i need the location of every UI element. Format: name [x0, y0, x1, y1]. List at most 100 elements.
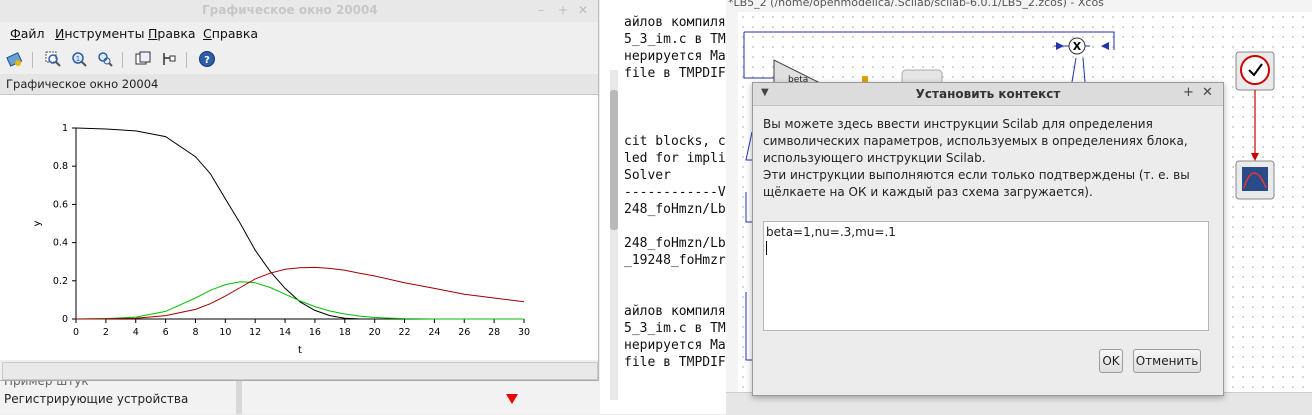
console-line — [624, 286, 726, 303]
x-tick-label: 24 — [428, 327, 440, 338]
console-line — [624, 99, 726, 116]
uicontrol-icon[interactable] — [160, 50, 178, 68]
scope-block[interactable] — [1235, 160, 1275, 200]
svg-text:X: X — [1073, 40, 1082, 53]
cancel-button[interactable]: Отменить — [1133, 349, 1201, 373]
console-line: 248_foHmzn/Lb — [624, 202, 726, 217]
console-line: Solver — [624, 168, 671, 183]
diagram-link-arrows — [1056, 42, 1109, 50]
close-icon[interactable]: ✕ — [1202, 85, 1213, 100]
console-line: ------------V — [624, 185, 726, 200]
graphic-tab-label: Графическое окно 20004 — [6, 77, 159, 91]
console-line: нерируется Ma — [624, 49, 726, 64]
panel-divider[interactable] — [236, 380, 242, 414]
description-line: Вы можете здесь ввести инструкции Scilab… — [763, 117, 1153, 131]
help-icon[interactable]: ? — [198, 50, 216, 68]
browser-item-registering[interactable]: Регистрирующие устройства — [4, 392, 189, 406]
text-cursor — [766, 241, 767, 255]
x-tick-label: 6 — [163, 327, 169, 338]
console-line: 5_3_im.c в TM — [624, 32, 726, 47]
series-line-0 — [75, 127, 524, 320]
y-tick-label: 0.2 — [53, 276, 68, 287]
y-axis-label: y — [32, 220, 43, 226]
y-tick-label: 0.6 — [53, 199, 68, 210]
console-line: нерируется Ma — [624, 338, 726, 353]
x-tick-label: 28 — [488, 327, 500, 338]
clock-icon — [1248, 63, 1263, 77]
toolbar-separator — [32, 52, 33, 68]
context-text-area[interactable]: beta=1,nu=.3,mu=.1 — [763, 221, 1209, 331]
x-tick-label: 16 — [309, 327, 321, 338]
menu-bar: Файл Инструменты Правка Справка — [0, 22, 598, 46]
ok-button[interactable]: OK — [1099, 349, 1123, 373]
dialog-titlebar[interactable]: ▼ Установить контекст + ✕ — [753, 83, 1223, 106]
console-line: file в TMPDIF — [624, 66, 726, 81]
dialog-description: Вы можете здесь ввести инструкции Scilab… — [763, 116, 1203, 201]
series-line-1 — [75, 281, 524, 320]
x-axis-label: t — [298, 345, 302, 356]
console-scrollbar[interactable] — [610, 70, 618, 400]
console-line — [624, 116, 726, 133]
file-browser-panel: Пример штук Регистрирующие устройства — [0, 374, 600, 414]
minimize-icon[interactable]: – — [538, 3, 544, 17]
menu-tools[interactable]: Инструменты — [55, 26, 145, 41]
console-line: 248_foHmzn/Lb — [624, 236, 726, 251]
x-tick-label: 4 — [133, 327, 139, 338]
window-menu-icon[interactable]: ▼ — [761, 87, 769, 98]
graphic-window-titlebar[interactable]: Графическое окно 20004 – + ✕ — [0, 0, 598, 22]
x-tick-label: 8 — [192, 327, 198, 338]
x-tick-label: 2 — [103, 327, 109, 338]
pin-icon[interactable]: + — [558, 3, 569, 17]
graphic-tab[interactable]: Графическое окно 20004 — [0, 74, 598, 95]
y-tick-label: 0.4 — [53, 238, 68, 249]
graphic-status-bar — [2, 362, 598, 380]
svg-text:1: 1 — [76, 55, 80, 63]
datatip-icon[interactable] — [6, 50, 24, 68]
console-line: cit blocks, c — [624, 134, 726, 149]
toolbar-separator — [122, 52, 123, 68]
plot-area[interactable]: 0 2 4 6 8 10 12 14 16 18 20 22 24 26 28 30 0 0.2 0.4 0.6 0.8… — [0, 95, 598, 360]
graphic-window-title: Графическое окно 20004 — [202, 3, 378, 17]
console-line: айлов компиля — [624, 304, 726, 319]
zoom-icon[interactable] — [96, 50, 114, 68]
line-chart[interactable]: 0 2 4 6 8 10 12 14 16 18 20 22 24 26 28 3000.20.40.60.8… — [0, 95, 598, 360]
gain-block-label: beta — [788, 75, 808, 85]
pin-icon[interactable]: + — [1183, 85, 1194, 100]
close-icon[interactable]: ✕ — [578, 3, 589, 17]
console-line: 5_3_im.c в TM — [624, 321, 726, 336]
x-tick-label: 30 — [518, 327, 530, 338]
description-line: щёлкаете на ОК и каждый раз схема загруж… — [763, 185, 1093, 199]
product-block[interactable]: X — [1068, 37, 1086, 55]
menu-edit[interactable]: Правка — [148, 26, 196, 41]
console-line: led for impli — [624, 151, 726, 166]
console-line — [624, 269, 726, 286]
dialog-title: Установить контекст — [915, 87, 1061, 101]
console-output: айлов компиля 5_3_im.c в TM нерируется Ma f… — [624, 14, 726, 371]
y-tick-label: 0.8 — [53, 161, 68, 172]
x-tick-label: 14 — [279, 327, 291, 338]
graphic-window: Графическое окно 20004 – + ✕ Файл Инстру… — [0, 0, 599, 381]
toolbar: 1 ? — [0, 46, 598, 75]
zoom-reset-icon[interactable]: 1 — [70, 50, 88, 68]
y-tick-label: 1 — [62, 123, 68, 134]
x-tick-label: 0 — [73, 327, 79, 338]
menu-help[interactable]: Справка — [203, 26, 259, 41]
description-line: символических параметров, используемых в… — [763, 134, 1188, 148]
menu-file[interactable]: Файл — [10, 26, 45, 41]
console-line — [624, 218, 726, 235]
x-tick-label: 26 — [458, 327, 470, 338]
console-line: айлов компиля — [624, 15, 726, 30]
zoom-area-icon[interactable] — [44, 50, 62, 68]
rotate-icon[interactable] — [134, 50, 152, 68]
x-tick-label: 12 — [249, 327, 261, 338]
clock-block[interactable] — [1235, 51, 1275, 91]
toolbar-separator — [186, 52, 187, 68]
series-line-2 — [75, 266, 525, 320]
scilab-console[interactable]: айлов компиля 5_3_im.c в TM нерируется Ma f… — [600, 0, 726, 414]
description-line: использующего инструкции Scilab. — [763, 151, 986, 165]
y-tick-label: 0 — [62, 314, 68, 325]
console-line: _19248_foHmzr — [624, 253, 726, 268]
set-context-dialog: ▼ Установить контекст + ✕ Вы можете здес… — [752, 82, 1224, 396]
x-tick-label: 10 — [219, 327, 231, 338]
console-scroll-thumb[interactable] — [610, 90, 618, 230]
